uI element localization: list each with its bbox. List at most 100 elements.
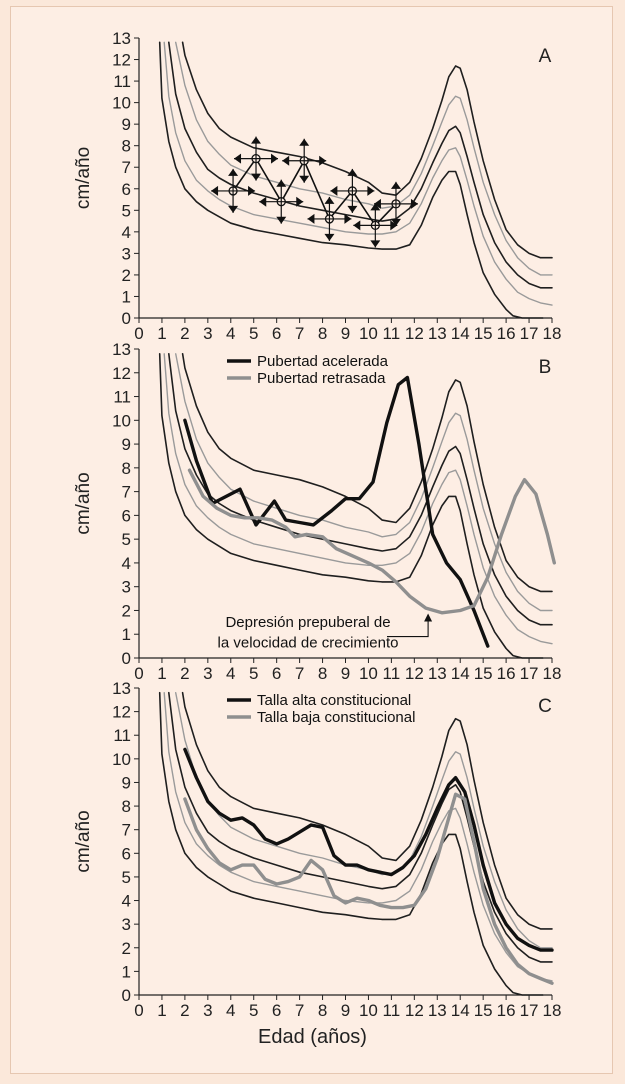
x-tick-label: 8 xyxy=(318,324,327,343)
arrowhead xyxy=(251,173,262,181)
arrowhead xyxy=(299,138,310,146)
arrowhead xyxy=(299,175,310,183)
x-tick-label: 3 xyxy=(203,1001,212,1020)
arrowhead xyxy=(319,155,327,166)
arrowhead xyxy=(330,185,338,196)
x-tick-label: 13 xyxy=(428,664,447,683)
x-tick-label: 2 xyxy=(180,1001,189,1020)
annotation-arrowhead xyxy=(424,613,433,622)
arrowhead xyxy=(282,155,290,166)
percentile-curve xyxy=(181,352,553,593)
arrowhead xyxy=(344,213,352,224)
percentile-curve xyxy=(163,353,553,645)
series-pubertad-retrasada xyxy=(187,468,556,615)
x-tick-label: 15 xyxy=(474,324,493,343)
annotation-arrow xyxy=(387,619,429,638)
y-tick-label: 12 xyxy=(112,703,131,722)
x-tick-label: 1 xyxy=(157,1001,166,1020)
arrowhead xyxy=(370,240,381,248)
panel-letter: B xyxy=(539,357,552,378)
panel-letter: C xyxy=(538,696,552,717)
arrowhead xyxy=(296,196,304,207)
y-tick-label: 2 xyxy=(122,939,131,958)
x-tick-label: 11 xyxy=(383,664,401,683)
y-tick-label: 5 xyxy=(122,868,131,887)
percentile-curve xyxy=(181,691,553,930)
arrowhead xyxy=(271,153,279,164)
series-talla-alta-constitucional xyxy=(183,747,554,952)
x-tick-label: 13 xyxy=(428,324,447,343)
x-tick-label: 9 xyxy=(341,1001,350,1020)
x-tick-label: 15 xyxy=(474,1001,493,1020)
percentile-curve xyxy=(174,41,553,276)
legend-label: Pubertad acelerada xyxy=(257,353,389,370)
y-tick-label: 4 xyxy=(122,554,131,573)
y-tick-label: 9 xyxy=(122,773,131,792)
x-tick-label: 4 xyxy=(226,1001,235,1020)
y-tick-label: 7 xyxy=(122,483,131,502)
percentile-curve xyxy=(181,41,553,259)
x-tick-label: 14 xyxy=(451,1001,470,1020)
x-tick-label: 10 xyxy=(359,664,378,683)
y-tick-label: 13 xyxy=(112,29,131,48)
percentile-curve xyxy=(158,352,544,659)
series-pubertad-acelerada xyxy=(183,375,490,648)
percentile-curve xyxy=(158,41,544,319)
y-tick-label: 9 xyxy=(122,115,131,134)
legend-label: Talla baja constitucional xyxy=(257,709,415,726)
y-axis-label: cm/año xyxy=(73,810,94,872)
y-tick-label: 6 xyxy=(122,844,131,863)
arrowhead xyxy=(211,185,219,196)
x-tick-label: 18 xyxy=(543,1001,562,1020)
y-tick-label: 0 xyxy=(122,309,131,328)
y-tick-label: 0 xyxy=(122,649,131,668)
x-tick-label: 7 xyxy=(295,1001,304,1020)
y-tick-label: 12 xyxy=(112,364,131,383)
y-tick-label: 4 xyxy=(122,223,131,242)
y-tick-label: 9 xyxy=(122,435,131,454)
y-tick-label: 2 xyxy=(122,266,131,285)
x-tick-label: 1 xyxy=(157,664,166,683)
y-tick-label: 5 xyxy=(122,530,131,549)
x-tick-label: 3 xyxy=(203,664,212,683)
arrowhead xyxy=(307,213,315,224)
arrowhead xyxy=(373,198,381,209)
arrowhead xyxy=(410,198,418,209)
x-tick-label: 10 xyxy=(359,324,378,343)
x-tick-label: 16 xyxy=(497,324,516,343)
x-tick-label: 14 xyxy=(451,324,470,343)
y-tick-label: 5 xyxy=(122,201,131,220)
x-tick-label: 14 xyxy=(451,664,470,683)
percentile-curve xyxy=(163,41,553,306)
x-tick-label: 5 xyxy=(249,1001,258,1020)
legend-label: Pubertad retrasada xyxy=(257,370,386,387)
y-tick-label: 7 xyxy=(122,821,131,840)
y-tick-label: 6 xyxy=(122,180,131,199)
arrowhead xyxy=(259,196,267,207)
x-tick-label: 11 xyxy=(383,324,401,343)
x-tick-label: 17 xyxy=(520,664,539,683)
y-tick-label: 2 xyxy=(122,601,131,620)
x-tick-label: 9 xyxy=(341,664,350,683)
arrowhead xyxy=(347,168,358,176)
x-tick-label: 7 xyxy=(295,664,304,683)
growth-velocity-figure: 0 1 2 3 4 5 6 7 8 9 10 11 12 13 0 1 2 3 4 5 6 7 8 9 10 11 12 13 14 15… xyxy=(10,6,613,1074)
y-tick-label: 10 xyxy=(112,750,131,769)
series-talla-baja-constitucional xyxy=(183,792,554,985)
percentile-curve xyxy=(168,41,553,289)
annotation-line-1: Depresión prepuberal de xyxy=(225,614,390,631)
y-tick-label: 1 xyxy=(122,625,131,644)
y-tick-label: 13 xyxy=(112,679,131,698)
x-tick-label: 1 xyxy=(157,324,166,343)
x-tick-label: 3 xyxy=(203,324,212,343)
panel-letter: A xyxy=(539,46,552,67)
x-tick-label: 6 xyxy=(272,664,281,683)
y-tick-label: 4 xyxy=(122,892,131,911)
y-tick-label: 13 xyxy=(112,340,131,359)
y-tick-label: 12 xyxy=(112,51,131,70)
arrowhead xyxy=(390,218,401,226)
x-tick-label: 0 xyxy=(134,1001,143,1020)
x-tick-label: 10 xyxy=(359,1001,378,1020)
